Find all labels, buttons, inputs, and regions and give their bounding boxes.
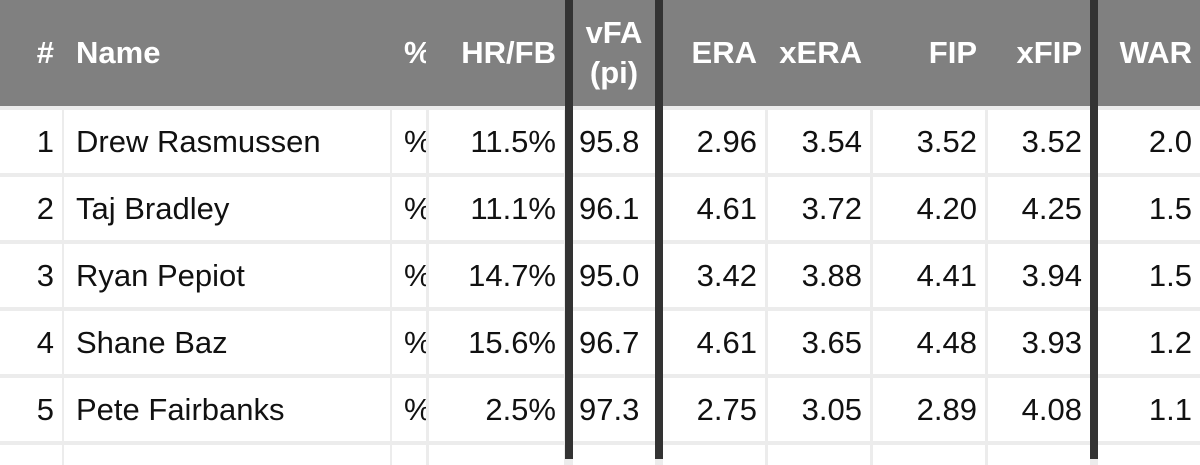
cell-pct: % (392, 378, 426, 441)
cell-war: 1.5 (1098, 177, 1200, 240)
cell-fip: 4.48 (873, 311, 985, 374)
cell-xfip: 3.52 (988, 110, 1090, 173)
cell-rank: 4 (0, 311, 62, 374)
column-header-vfa[interactable]: vFA (pi) (585, 15, 643, 90)
cell-xera: 3.72 (768, 177, 870, 240)
table-row-partial (392, 445, 426, 465)
column-header-xera[interactable]: xERA (779, 35, 862, 70)
cell-xfip: 4.25 (988, 177, 1090, 240)
table-header (0, 0, 1200, 106)
cell-fip: 4.20 (873, 177, 985, 240)
cell-rank: 5 (0, 378, 62, 441)
table-row-partial (429, 445, 564, 465)
table-row-partial (1098, 445, 1200, 465)
cell-hr-fb: 11.5% (429, 110, 564, 173)
cell-hr-fb: 14.7% (429, 244, 564, 307)
cell-name[interactable]: Ryan Pepiot (64, 244, 390, 307)
cell-vfa: 96.7 (573, 311, 655, 374)
cell-rank: 2 (0, 177, 62, 240)
cell-rank: 1 (0, 110, 62, 173)
column-header-name[interactable]: Name (76, 35, 161, 70)
table-row-partial (64, 445, 390, 465)
table-row-partial (573, 445, 655, 465)
table-row-partial (0, 445, 62, 465)
cell-fip: 3.52 (873, 110, 985, 173)
cell-name[interactable]: Pete Fairbanks (64, 378, 390, 441)
cell-xera: 3.88 (768, 244, 870, 307)
table-row-partial (768, 445, 870, 465)
cell-hr-fb: 11.1% (429, 177, 564, 240)
column-header-war[interactable]: WAR (1119, 35, 1192, 70)
table-row-partial (663, 445, 765, 465)
cell-war: 1.2 (1098, 311, 1200, 374)
column-header-pct[interactable]: % (392, 0, 426, 106)
column-group-divider (565, 0, 573, 459)
column-header-fip[interactable]: FIP (928, 35, 977, 70)
cell-pct: % (392, 244, 426, 307)
column-group-divider (655, 0, 663, 459)
cell-name[interactable]: Shane Baz (64, 311, 390, 374)
cell-name[interactable]: Taj Bradley (64, 177, 390, 240)
column-header-xfip[interactable]: xFIP (1016, 35, 1082, 70)
cell-xfip: 3.94 (988, 244, 1090, 307)
cell-era: 4.61 (663, 177, 765, 240)
cell-xera: 3.05 (768, 378, 870, 441)
cell-xfip: 3.93 (988, 311, 1090, 374)
cell-rank: 3 (0, 244, 62, 307)
cell-war: 1.1 (1098, 378, 1200, 441)
cell-era: 3.42 (663, 244, 765, 307)
cell-xera: 3.65 (768, 311, 870, 374)
cell-xera: 3.54 (768, 110, 870, 173)
cell-hr-fb: 15.6% (429, 311, 564, 374)
cell-pct: % (392, 311, 426, 374)
cell-vfa: 97.3 (573, 378, 655, 441)
cell-fip: 2.89 (873, 378, 985, 441)
cell-fip: 4.41 (873, 244, 985, 307)
cell-war: 2.0 (1098, 110, 1200, 173)
cell-pct: % (392, 110, 426, 173)
table-row-partial (873, 445, 985, 465)
column-header-rank[interactable]: # (36, 35, 54, 70)
column-header-hr-fb[interactable]: HR/FB (461, 35, 556, 70)
column-group-divider (1090, 0, 1098, 459)
cell-vfa: 96.1 (573, 177, 655, 240)
cell-era: 2.96 (663, 110, 765, 173)
cell-xfip: 4.08 (988, 378, 1090, 441)
column-header-era[interactable]: ERA (691, 35, 757, 70)
table-row-partial (988, 445, 1090, 465)
cell-war: 1.5 (1098, 244, 1200, 307)
cell-era: 4.61 (663, 311, 765, 374)
cell-name[interactable]: Drew Rasmussen (64, 110, 390, 173)
cell-vfa: 95.8 (573, 110, 655, 173)
cell-era: 2.75 (663, 378, 765, 441)
cell-hr-fb: 2.5% (429, 378, 564, 441)
cell-pct: % (392, 177, 426, 240)
cell-vfa: 95.0 (573, 244, 655, 307)
